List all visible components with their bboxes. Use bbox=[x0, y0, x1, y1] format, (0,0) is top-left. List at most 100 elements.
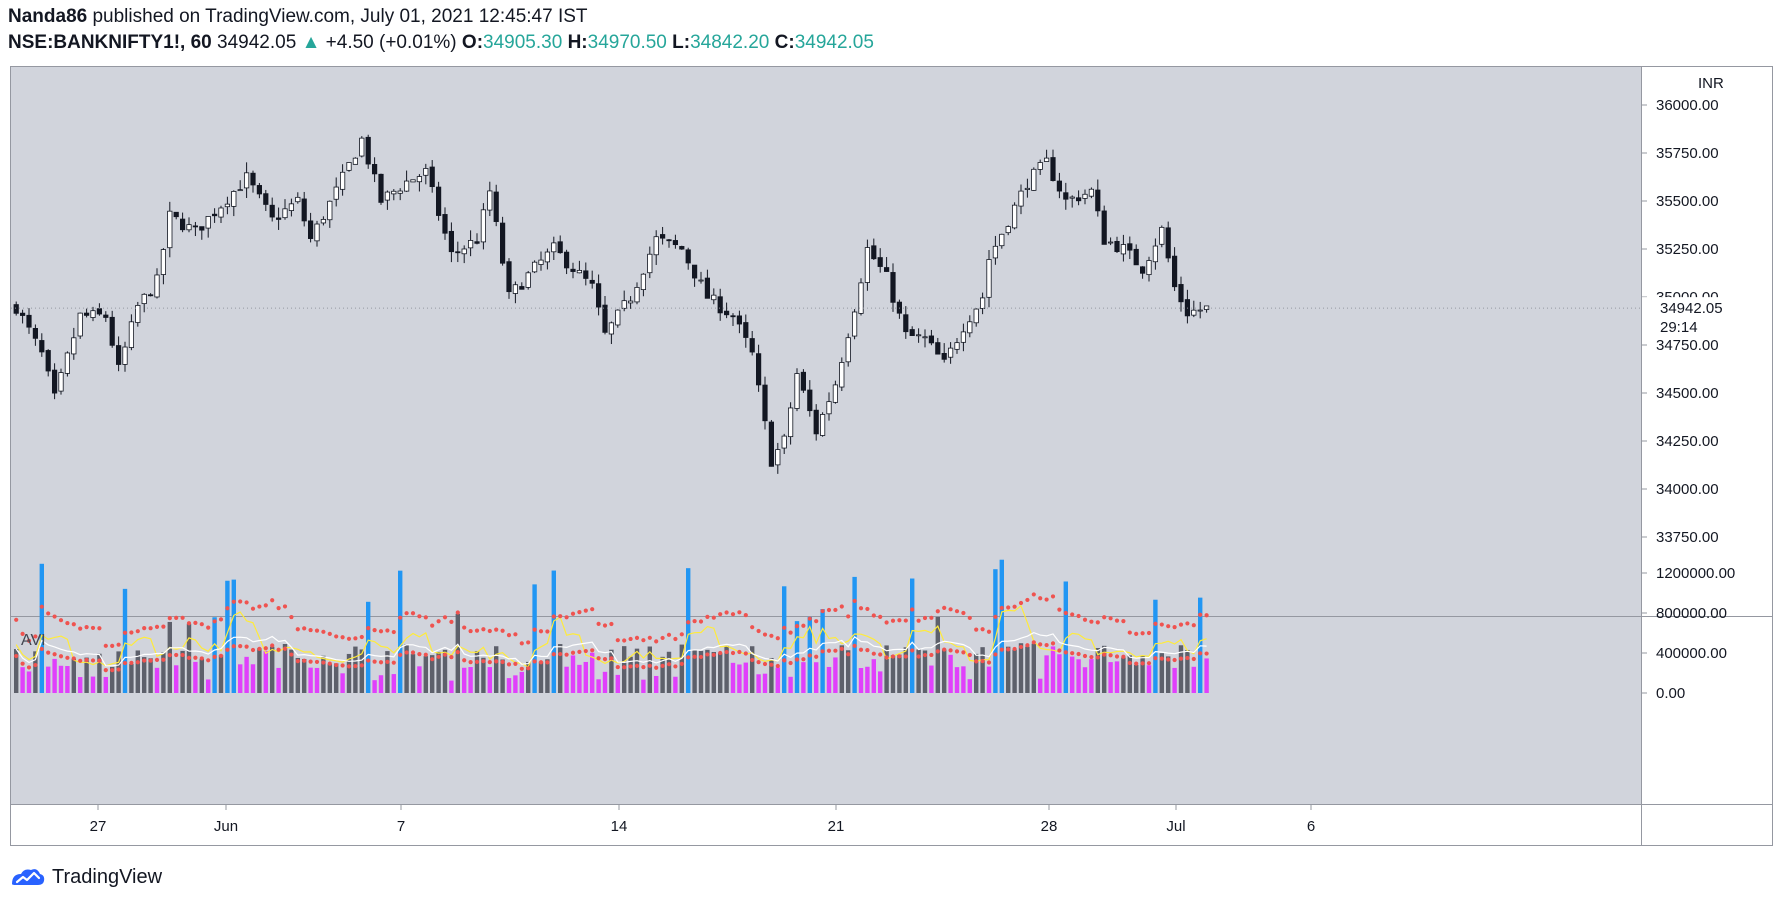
avi-upper-band-dot bbox=[641, 638, 646, 643]
price-axis[interactable]: 36000.0035750.0035500.0035250.0035000.00… bbox=[1642, 97, 1719, 546]
candle bbox=[634, 282, 640, 305]
candle-body bbox=[928, 335, 935, 344]
avi-upper-band-dot bbox=[1121, 619, 1126, 624]
avi-lower-band-dot bbox=[526, 666, 531, 671]
avi-upper-band-dot bbox=[967, 615, 972, 621]
avi-lower-band-dot bbox=[1089, 654, 1094, 660]
volume-bar bbox=[942, 649, 947, 693]
volume-bar bbox=[756, 674, 761, 693]
avi-lower-band-dot bbox=[986, 660, 992, 665]
avi-lower-band-dot bbox=[65, 655, 70, 660]
avi-lower-band-dot bbox=[1050, 641, 1056, 646]
volume-bar bbox=[564, 666, 569, 693]
candle-body bbox=[359, 137, 365, 157]
candle bbox=[807, 380, 813, 417]
candle bbox=[685, 247, 691, 270]
avi-upper-band-dot bbox=[1095, 620, 1100, 625]
avi-lower-band-dot bbox=[180, 652, 185, 658]
volume-bar bbox=[39, 563, 44, 693]
candle bbox=[167, 201, 173, 258]
candle-body bbox=[480, 209, 487, 243]
candle bbox=[608, 321, 615, 345]
candle bbox=[1037, 159, 1043, 175]
avi-upper-band-dot bbox=[551, 614, 556, 619]
candle bbox=[122, 341, 128, 372]
candle bbox=[224, 196, 230, 215]
avi-lower-band-dot bbox=[647, 663, 652, 668]
candle bbox=[826, 392, 832, 421]
time-axis[interactable]: 27 Jun 7 14 21 28 Jul 6 bbox=[90, 805, 1316, 835]
avi-upper-band-dot bbox=[449, 619, 454, 624]
avi-upper-band-dot bbox=[1038, 596, 1043, 601]
candle-body bbox=[1108, 241, 1114, 244]
candle bbox=[1197, 301, 1203, 319]
candle-body bbox=[832, 384, 839, 403]
candle bbox=[692, 264, 698, 287]
candle-body bbox=[128, 321, 134, 348]
candle-body bbox=[314, 223, 320, 242]
avi-lower-band-dot bbox=[519, 666, 524, 671]
candle-body bbox=[320, 218, 327, 224]
avi-lower-band-dot bbox=[193, 655, 198, 660]
volume-bar bbox=[417, 666, 422, 693]
volume-bar bbox=[724, 645, 729, 693]
avi-upper-band-dot bbox=[532, 627, 537, 632]
candle-body bbox=[640, 273, 647, 291]
candle bbox=[519, 282, 525, 290]
volume-bar bbox=[1146, 665, 1152, 693]
volume-bar bbox=[666, 651, 672, 693]
avi-upper-band-dot bbox=[577, 610, 582, 615]
candle bbox=[647, 246, 653, 279]
volume-bar bbox=[142, 657, 147, 693]
candles-layer bbox=[13, 134, 1210, 474]
candle bbox=[141, 293, 147, 313]
avi-lower-band-dot bbox=[39, 646, 44, 652]
candle bbox=[1101, 205, 1107, 245]
candle bbox=[1165, 221, 1171, 263]
chart-canvas[interactable]: INR 36000.0035750.0035500.0035250.003500… bbox=[11, 67, 1772, 845]
candle bbox=[640, 273, 647, 297]
candle-body bbox=[564, 251, 570, 269]
candle bbox=[672, 234, 679, 249]
candle bbox=[999, 233, 1005, 249]
author-name[interactable]: Nanda86 bbox=[8, 6, 88, 27]
candle bbox=[512, 281, 519, 304]
avi-lower-band-dot bbox=[858, 647, 864, 652]
indicator-title[interactable]: AVI bbox=[21, 632, 46, 649]
avi-upper-band-dot bbox=[1153, 621, 1158, 626]
avi-lower-band-dot bbox=[1185, 655, 1190, 661]
volume-bar bbox=[442, 649, 448, 693]
brand-name[interactable]: TradingView bbox=[52, 865, 163, 888]
candle-body bbox=[84, 312, 90, 316]
avi-lower-band-dot bbox=[1095, 655, 1100, 660]
volume-bar bbox=[865, 666, 870, 693]
avi-lower-band-dot bbox=[455, 649, 460, 655]
candle-body bbox=[621, 300, 627, 309]
volume-bar bbox=[65, 666, 70, 693]
candle-body bbox=[58, 372, 64, 392]
volume-bar bbox=[116, 651, 121, 693]
avi-lower-band-dot bbox=[1191, 656, 1196, 662]
candle bbox=[359, 136, 365, 158]
volume-bar bbox=[97, 653, 102, 693]
volume-bar bbox=[788, 676, 793, 693]
candle-body bbox=[154, 274, 160, 298]
candle-body bbox=[845, 337, 851, 363]
avi-upper-band-dot bbox=[398, 615, 403, 620]
avi-upper-band-dot bbox=[366, 626, 371, 631]
candle-body bbox=[109, 316, 115, 346]
candle bbox=[205, 216, 211, 238]
candle bbox=[941, 343, 947, 363]
avi-lower-band-dot bbox=[1070, 651, 1075, 656]
candle-body bbox=[499, 222, 506, 264]
candle-body bbox=[397, 190, 403, 194]
avi-lower-band-dot bbox=[922, 652, 928, 658]
candle-body bbox=[32, 328, 39, 339]
candle-body bbox=[1101, 210, 1107, 245]
avi-lower-band-dot bbox=[705, 652, 710, 657]
symbol-label[interactable]: NSE:BANKNIFTY1!, 60 bbox=[8, 32, 212, 53]
avi-upper-band-dot bbox=[135, 629, 140, 634]
volume-bar bbox=[167, 621, 172, 693]
volume-bar bbox=[775, 667, 780, 693]
volume-bar bbox=[398, 570, 403, 693]
